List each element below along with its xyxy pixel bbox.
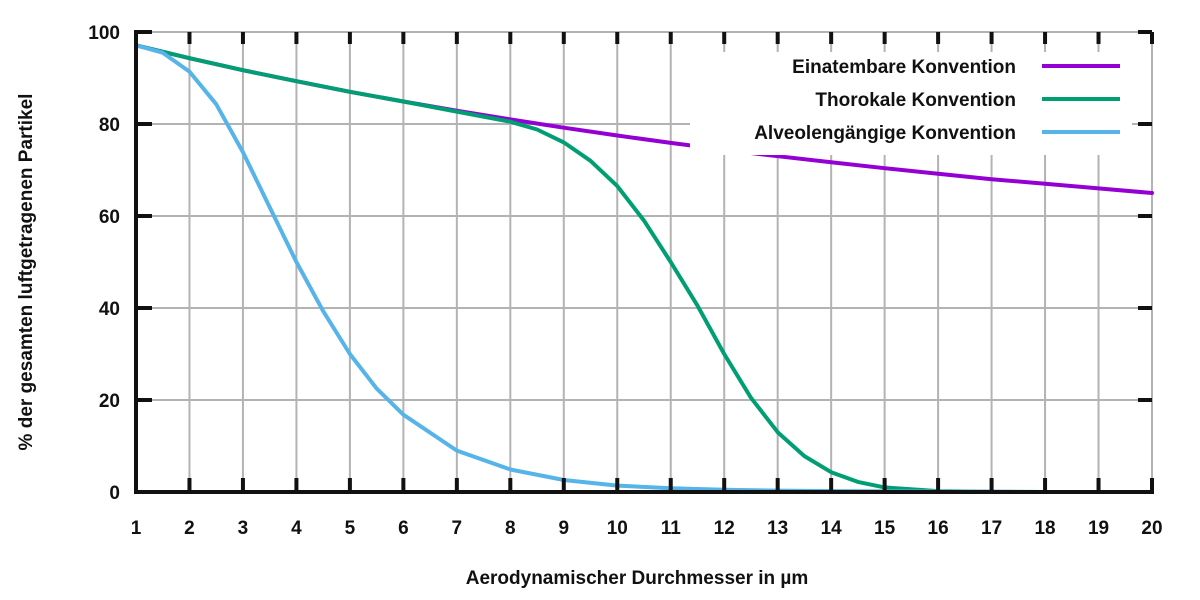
x-tick-label-17: 17 <box>981 518 1002 539</box>
x-tick-label-2: 2 <box>184 518 195 539</box>
x-tick-label-9: 9 <box>559 518 570 539</box>
legend-background <box>690 52 1132 155</box>
x-tick-label-11: 11 <box>661 518 682 539</box>
x-tick-label-1: 1 <box>131 518 142 539</box>
y-axis-title: % der gesamten luftgetragenen Partikel <box>16 94 37 451</box>
x-tick-label-13: 13 <box>767 518 788 539</box>
x-tick-label-18: 18 <box>1034 518 1055 539</box>
x-tick-label-20: 20 <box>1141 518 1162 539</box>
tick-labels: 1 2 3 4 5 6 7 8 9 10 11 12 13 14 15 16 17 18 19 20020406080… <box>88 23 1162 539</box>
legend-label-2: Thorokale Konvention <box>815 90 1016 111</box>
legend-label-1: Einatembare Konvention <box>792 57 1016 78</box>
legend: Einatembare Konvention Thorokale Konventi… <box>690 52 1132 155</box>
axes <box>134 30 1154 494</box>
y-tick-label-100: 100 <box>88 23 120 44</box>
x-tick-label-8: 8 <box>505 518 516 539</box>
x-tick-label-3: 3 <box>238 518 249 539</box>
x-tick-label-15: 15 <box>874 518 896 539</box>
y-tick-label-0: 0 <box>109 483 120 504</box>
x-tick-label-19: 19 <box>1088 518 1109 539</box>
y-tick-label-60: 60 <box>99 207 120 228</box>
y-tick-label-40: 40 <box>99 299 120 320</box>
x-axis-title: Aerodynamischer Durchmesser in µm <box>466 568 809 589</box>
x-tick-label-5: 5 <box>345 518 356 539</box>
x-tick-label-10: 10 <box>607 518 628 539</box>
legend-label-3: Alveolengängige Konvention <box>754 123 1016 144</box>
x-tick-label-12: 12 <box>714 518 735 539</box>
y-tick-label-80: 80 <box>99 115 120 136</box>
x-tick-label-6: 6 <box>398 518 409 539</box>
x-tick-label-16: 16 <box>928 518 949 539</box>
x-tick-label-14: 14 <box>821 518 843 539</box>
x-tick-label-4: 4 <box>291 518 302 539</box>
x-tick-label-7: 7 <box>452 518 463 539</box>
y-tick-label-20: 20 <box>99 391 120 412</box>
